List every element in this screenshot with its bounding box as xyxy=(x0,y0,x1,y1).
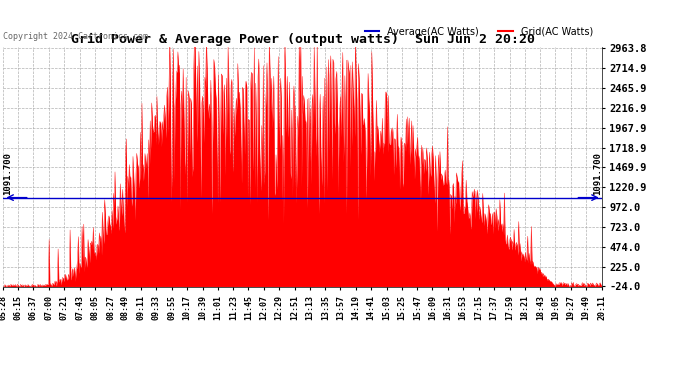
Legend: Average(AC Watts), Grid(AC Watts): Average(AC Watts), Grid(AC Watts) xyxy=(361,23,597,41)
Title: Grid Power & Average Power (output watts)  Sun Jun 2 20:20: Grid Power & Average Power (output watts… xyxy=(70,33,535,46)
Text: 1091.700: 1091.700 xyxy=(3,152,12,195)
Text: Copyright 2024 Cartronics.com: Copyright 2024 Cartronics.com xyxy=(3,32,148,41)
Text: 1091.700: 1091.700 xyxy=(593,152,602,195)
